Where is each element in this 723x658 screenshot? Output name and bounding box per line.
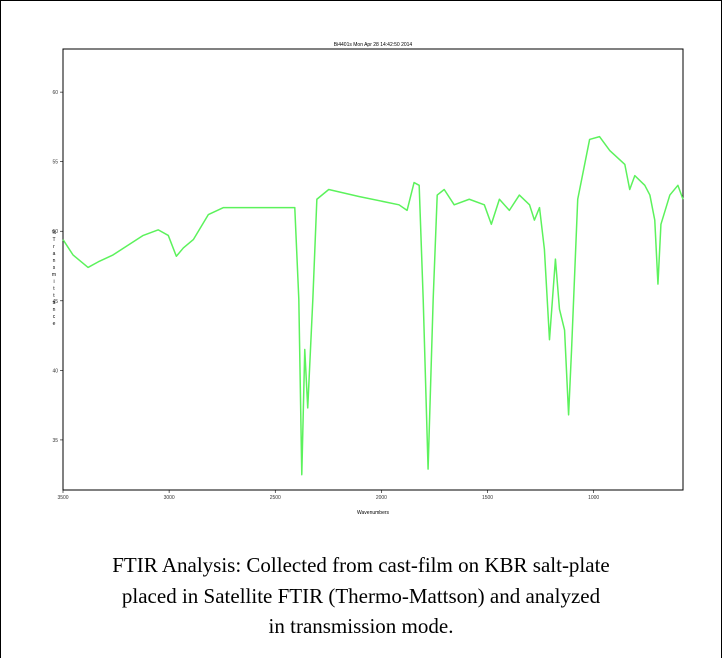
y-tick-label: 45 [52, 299, 58, 305]
x-tick-label: 3000 [164, 495, 175, 501]
y-tick-label: 40 [52, 368, 58, 374]
y-tick-label: 50 [52, 229, 58, 235]
caption-line: FTIR Analysis: Collected from cast-film … [112, 553, 610, 577]
y-tick-label: 55 [52, 160, 58, 166]
plot-frame [62, 48, 684, 491]
x-tick-label: 1500 [482, 495, 493, 501]
x-tick-label: 2500 [270, 495, 281, 501]
x-tick-label: 3500 [57, 495, 68, 501]
y-tick-label: 35 [52, 438, 58, 444]
x-tick-label: 1000 [588, 495, 599, 501]
x-tick-label: 2000 [376, 495, 387, 501]
caption-line: placed in Satellite FTIR (Thermo-Mattson… [122, 584, 601, 608]
y-tick-label: 60 [52, 90, 58, 96]
chart-title: Bi4401s Mon Apr 28 14:42:50 2014 [334, 42, 413, 48]
y-axis-label: %Transmittance [51, 230, 57, 328]
spectrum-line [62, 135, 684, 476]
caption-line: in transmission mode. [269, 614, 454, 638]
x-axis-label: Wavenumbers [357, 510, 390, 516]
